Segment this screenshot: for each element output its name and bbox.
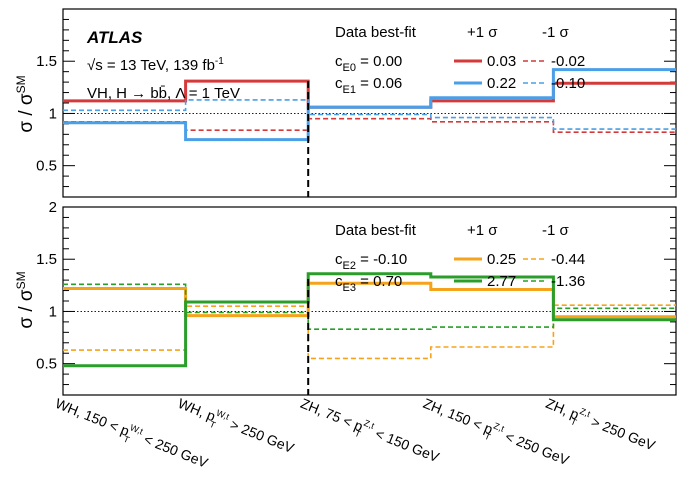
bottom-ytick-label: 1 [49, 303, 57, 320]
top-param-label: cE1 = 0.06 [335, 75, 402, 96]
bottom-series-line-3 [63, 283, 676, 330]
bottom-param-label: cE3 = 0.70 [335, 273, 402, 294]
x-category-label: ZH, 75 < pZ,tT < 150 GeV [297, 393, 443, 470]
bottom-y-axis-label-sup: SM [14, 271, 28, 289]
bottom-param-symbol: c [335, 251, 343, 268]
top-ytick-label: 1 [49, 105, 57, 122]
bottom-series-group [63, 272, 676, 368]
top-series-line-2 [63, 68, 676, 142]
top-series-line-1 [63, 117, 676, 133]
top-param-value: = 0.00 [356, 53, 402, 70]
energy-label-sup: -1 [215, 56, 224, 67]
top-param-value: = 0.06 [356, 75, 402, 92]
bottom-legend-value-minus: -1.36 [551, 273, 585, 290]
bottom-legend-minus-header: -1 σ [542, 222, 570, 239]
top-y-axis-label-main: σ / σ [16, 93, 37, 133]
bottom-param-value: = -0.10 [356, 251, 407, 268]
top-series-line-3 [63, 99, 676, 130]
top-param-symbol: c [335, 53, 343, 70]
top-legend-value-minus: -0.02 [551, 53, 585, 70]
top-ytick-label: 0.5 [36, 158, 57, 175]
bottom-legend-header: Data best-fit [335, 222, 417, 239]
top-param-symbol: c [335, 75, 343, 92]
bottom-series-line-2 [63, 272, 676, 368]
bottom-param-label: cE2 = -0.10 [335, 251, 407, 272]
top-legend-header: Data best-fit [335, 24, 417, 41]
bottom-y-ticks: 0.5 1 1.5 2 [36, 199, 676, 386]
energy-label-main: √s = 13 TeV, 139 fb [87, 57, 215, 74]
top-legend-value-plus: 0.22 [487, 75, 516, 92]
top-y-ticks: 0.5 1 1.5 [36, 8, 676, 188]
energy-label: √s = 13 TeV, 139 fb-1 [87, 56, 224, 74]
top-y-axis-label: σ / σSM [14, 75, 37, 132]
bottom-y-axis-label: σ / σSM [14, 271, 37, 328]
bottom-param-symbol: c [335, 273, 343, 290]
atlas-label: ATLAS [86, 28, 143, 47]
top-param-subscript: E1 [343, 84, 356, 96]
top-series-group [63, 68, 676, 142]
bottom-legend-value-plus: 2.77 [487, 273, 516, 290]
bottom-ytick-label: 1.5 [36, 251, 57, 268]
bottom-ytick-label: 0.5 [36, 356, 57, 373]
process-label: VH, H → bb̄, Λ = 1 TeV [87, 85, 240, 102]
top-ytick-label: 1.5 [36, 53, 57, 70]
bottom-legend-plus-header: +1 σ [467, 222, 498, 239]
bottom-param-subscript: E3 [343, 282, 356, 294]
top-y-axis-label-sup: SM [14, 75, 28, 93]
bottom-param-subscript: E2 [343, 260, 356, 272]
bottom-series-line-1 [63, 304, 676, 360]
bottom-param-value: = 0.70 [356, 273, 402, 290]
top-legend-plus-header: +1 σ [467, 24, 498, 41]
top-param-subscript: E0 [343, 62, 356, 74]
x-category-text: ZH, 75 < pZ,tT < 150 GeV [297, 393, 443, 470]
bottom-legend-value-plus: 0.25 [487, 251, 516, 268]
top-legend-value-minus: -0.10 [551, 75, 585, 92]
top-legend-value-plus: 0.03 [487, 53, 516, 70]
bottom-panel: 0.5 1 1.5 2 σ / σSM Data best-fit +1 σ -1 σ… [14, 199, 677, 396]
top-param-label: cE0 = 0.00 [335, 53, 402, 74]
bottom-ytick-label: 2 [49, 199, 57, 216]
top-legend-minus-header: -1 σ [542, 24, 570, 41]
bottom-y-axis-label-main: σ / σ [16, 289, 37, 329]
top-panel: 0.5 1 1.5 σ / σSM ATLAS √s = 13 TeV, 139 f… [14, 8, 677, 198]
bottom-legend-value-minus: -0.44 [551, 251, 585, 268]
